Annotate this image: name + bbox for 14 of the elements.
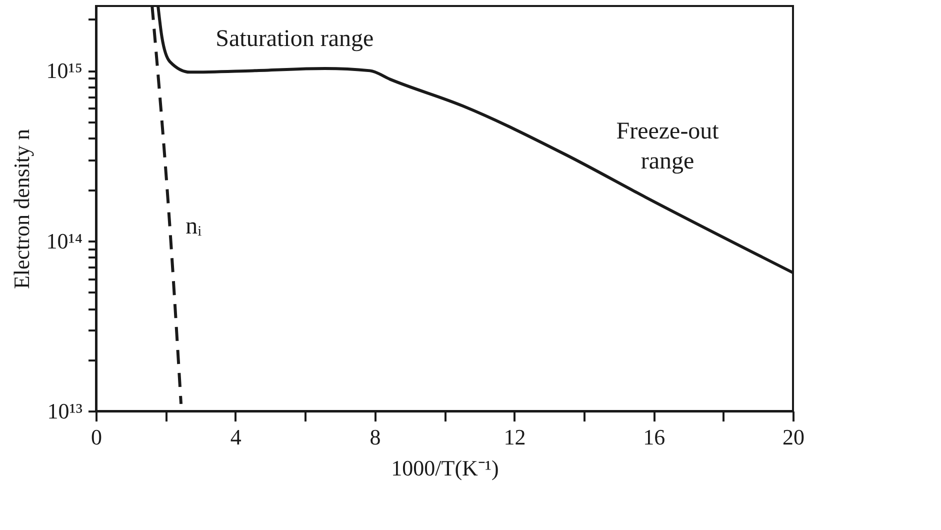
annotation: Saturation range: [216, 26, 374, 52]
y-tick-label: 10¹⁵: [46, 58, 82, 84]
x-axis-title: 1000/T(K⁻¹): [391, 456, 499, 480]
y-tick-label: 10¹³: [47, 398, 83, 424]
y-axis-title: Electron density n: [9, 128, 34, 290]
x-tick-label: 0: [91, 424, 102, 450]
annotation: nᵢ: [186, 214, 202, 240]
annotation: Freeze-out range: [616, 118, 720, 175]
x-tick-label: 12: [504, 424, 526, 450]
x-tick-label: 20: [782, 424, 804, 450]
x-tick-label: 16: [643, 424, 666, 450]
y-tick-label: 10¹⁴: [46, 228, 83, 254]
x-tick-label: 8: [370, 424, 381, 450]
x-tick-label: 4: [230, 424, 242, 450]
